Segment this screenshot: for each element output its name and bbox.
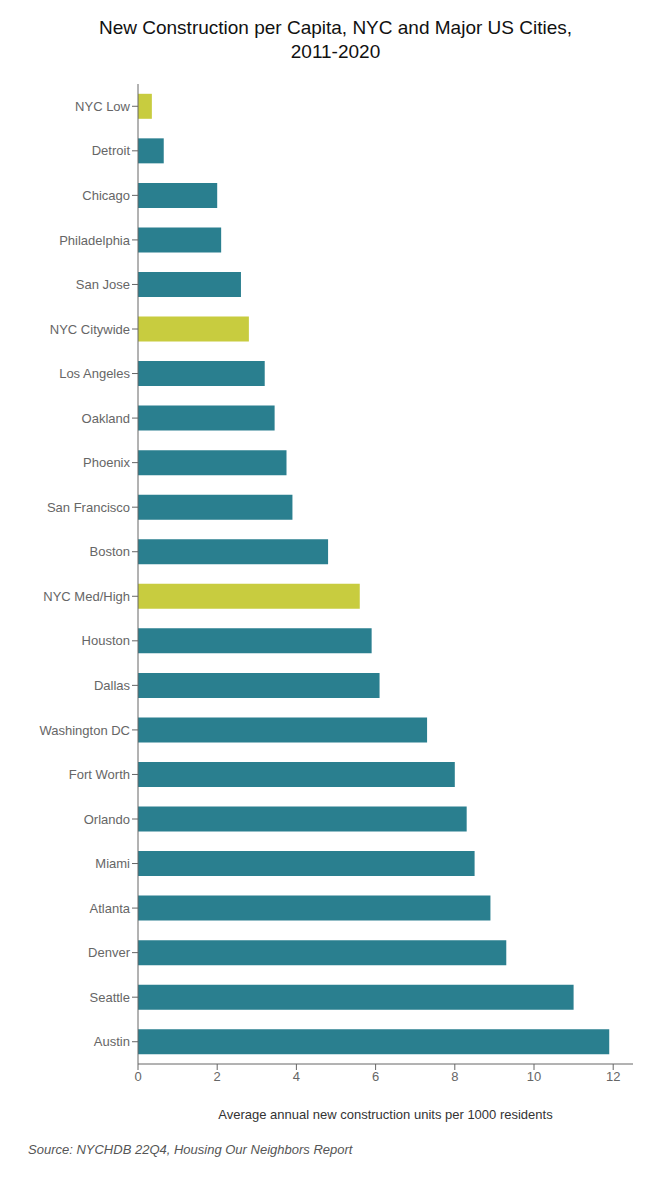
svg-text:0: 0 [134, 1069, 141, 1084]
svg-text:8: 8 [451, 1069, 458, 1084]
svg-text:Miami: Miami [95, 856, 130, 871]
svg-text:Seattle: Seattle [90, 990, 130, 1005]
svg-text:Detroit: Detroit [92, 143, 131, 158]
svg-text:Denver: Denver [88, 945, 131, 960]
svg-text:Boston: Boston [90, 544, 130, 559]
svg-text:Washington DC: Washington DC [39, 723, 130, 738]
svg-text:Oakland: Oakland [82, 411, 130, 426]
html-text:Source: NYCHDB 22Q4, Housing O: Source: NYCHDB 22Q4, Housing Our Neighbo… [28, 1142, 353, 1157]
svg-text:Atlanta: Atlanta [90, 901, 131, 916]
svg-text:Chicago: Chicago [82, 188, 130, 203]
svg-text:NYC Citywide: NYC Citywide [50, 322, 130, 337]
svg-text:Houston: Houston [82, 633, 130, 648]
html-text:New Construction per Capita, N: New Construction per Capita, NYC and Maj… [99, 17, 572, 38]
svg-text:Phoenix: Phoenix [83, 455, 130, 470]
svg-text:4: 4 [293, 1069, 300, 1084]
svg-text:Philadelphia: Philadelphia [59, 233, 131, 248]
svg-text:Los Angeles: Los Angeles [59, 366, 130, 381]
svg-text:12: 12 [606, 1069, 620, 1084]
svg-text:2: 2 [214, 1069, 221, 1084]
svg-text:10: 10 [527, 1069, 541, 1084]
html-text:2011-2020: 2011-2020 [290, 41, 381, 62]
svg-text:San Jose: San Jose [76, 277, 130, 292]
svg-text:NYC Med/High: NYC Med/High [43, 589, 130, 604]
svg-text:Orlando: Orlando [84, 812, 130, 827]
svg-text:Average annual new constructio: Average annual new construction units pe… [218, 1107, 553, 1122]
svg-text:San Francisco: San Francisco [47, 500, 130, 515]
svg-text:Dallas: Dallas [94, 678, 131, 693]
svg-text:6: 6 [372, 1069, 379, 1084]
svg-text:Austin: Austin [94, 1034, 130, 1049]
svg-text:NYC Low: NYC Low [75, 99, 131, 114]
svg-text:Fort Worth: Fort Worth [69, 767, 130, 782]
